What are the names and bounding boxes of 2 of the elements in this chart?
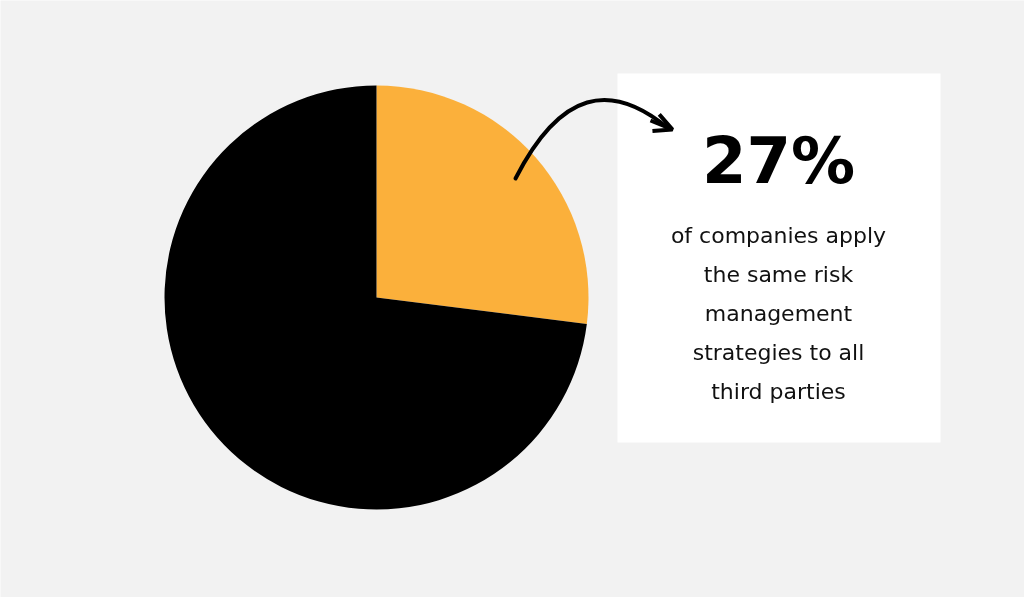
data-label: 27% [701,123,856,198]
text: of companies apply the same risk management strategies to all third parties [670,223,887,404]
